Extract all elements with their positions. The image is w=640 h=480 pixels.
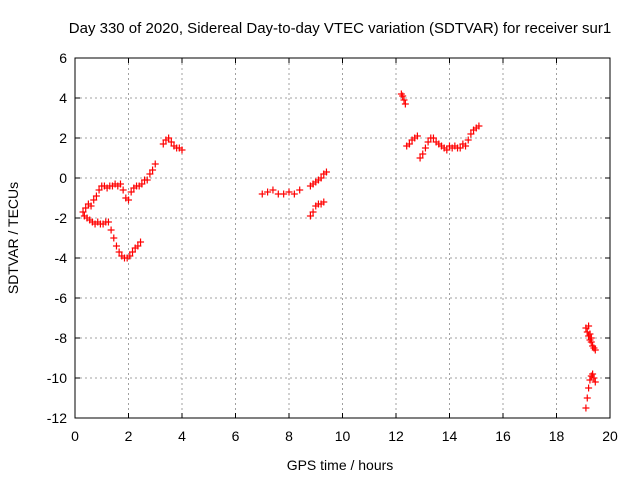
axis-ticks: 0 2 4 6 8 10 12 14 16 18 20 -12 -10 -8 -6 -4 -2 0 2 4 6: [47, 50, 618, 444]
data-point: [456, 144, 464, 152]
y-tick-label: -8: [55, 330, 68, 346]
data-point: [107, 226, 115, 234]
data-point: [258, 190, 266, 198]
data-point: [583, 394, 591, 402]
x-tick-label: 18: [549, 428, 565, 444]
data-point: [591, 378, 599, 386]
data-point: [401, 100, 409, 108]
data-point: [467, 130, 475, 138]
data-point: [116, 180, 124, 188]
data-point: [138, 180, 146, 188]
y-tick-label: 6: [59, 50, 67, 66]
data-point: [151, 160, 159, 168]
data-point: [137, 238, 145, 246]
x-tick-label: 6: [232, 428, 240, 444]
y-tick-label: -12: [47, 410, 67, 426]
x-tick-label: 8: [285, 428, 293, 444]
grid-lines: [75, 58, 610, 418]
data-point: [165, 134, 173, 142]
data-point: [322, 168, 330, 176]
data-point: [264, 188, 272, 196]
data-point: [79, 208, 87, 216]
data-point: [306, 212, 314, 220]
data-point: [143, 176, 151, 184]
data-point: [92, 192, 100, 200]
data-point: [443, 146, 451, 154]
data-point: [587, 334, 595, 342]
data-point: [115, 248, 123, 256]
data-point: [589, 370, 597, 378]
y-tick-label: -4: [55, 250, 68, 266]
data-point: [591, 346, 599, 354]
data-point: [126, 252, 134, 260]
data-point: [399, 92, 407, 100]
data-point: [320, 198, 328, 206]
data-point: [149, 166, 157, 174]
data-point: [429, 134, 437, 142]
x-axis-label: GPS time / hours: [287, 457, 394, 473]
data-point: [586, 330, 594, 338]
y-tick-label: -10: [47, 370, 67, 386]
x-tick-label: 20: [602, 428, 618, 444]
data-point: [90, 196, 98, 204]
data-point: [585, 322, 593, 330]
x-tick-label: 0: [71, 428, 79, 444]
y-tick-label: 4: [59, 90, 67, 106]
y-tick-label: 2: [59, 130, 67, 146]
data-point: [146, 170, 154, 178]
data-point: [464, 136, 472, 144]
data-markers: [79, 90, 599, 412]
y-tick-label: 0: [59, 170, 67, 186]
data-point: [413, 132, 421, 140]
y-tick-label: -6: [55, 290, 68, 306]
data-point: [405, 140, 413, 148]
x-tick-label: 14: [442, 428, 458, 444]
y-tick-label: -2: [55, 210, 68, 226]
data-point: [178, 146, 186, 154]
data-point: [167, 138, 175, 146]
data-point: [475, 122, 483, 130]
data-point: [104, 218, 112, 226]
data-point: [400, 96, 408, 104]
data-point: [95, 186, 103, 194]
x-tick-label: 16: [495, 428, 511, 444]
data-point: [280, 190, 288, 198]
data-point: [110, 234, 118, 242]
data-point: [424, 138, 432, 146]
data-point: [416, 154, 424, 162]
data-point: [419, 150, 427, 158]
data-point: [134, 242, 142, 250]
data-point: [585, 384, 593, 392]
data-point: [421, 144, 429, 152]
data-point: [82, 204, 90, 212]
x-tick-label: 12: [388, 428, 404, 444]
data-point: [269, 186, 277, 194]
data-point: [582, 404, 590, 412]
data-point: [290, 190, 298, 198]
data-point: [119, 186, 127, 194]
chart-title: Day 330 of 2020, Sidereal Day-to-day VTE…: [69, 20, 611, 37]
data-point: [317, 174, 325, 182]
data-point: [285, 188, 293, 196]
data-point: [462, 142, 470, 150]
data-point: [586, 376, 594, 384]
x-tick-label: 10: [335, 428, 351, 444]
x-tick-label: 4: [178, 428, 186, 444]
data-point: [309, 208, 317, 216]
data-point: [87, 202, 95, 210]
data-point: [159, 140, 167, 148]
y-axis-label: SDTVAR / TECUs: [5, 182, 21, 294]
data-point: [127, 188, 135, 196]
data-point: [125, 196, 132, 204]
data-point: [590, 374, 598, 382]
x-tick-label: 2: [125, 428, 133, 444]
data-point: [129, 248, 137, 256]
data-point: [112, 242, 120, 250]
data-point: [296, 186, 304, 194]
